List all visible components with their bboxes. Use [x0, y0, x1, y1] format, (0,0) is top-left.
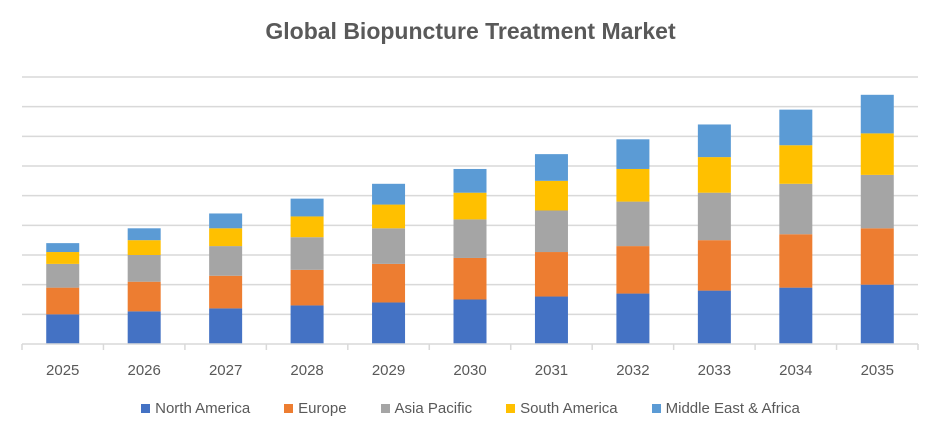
bar-2035-north-america	[860, 284, 894, 344]
bar-2032-north-america	[616, 293, 650, 344]
bar-2028-south-america	[290, 216, 324, 238]
bar-2025-middle-east-africa	[46, 243, 80, 253]
bar-2030-middle-east-africa	[453, 168, 487, 193]
x-tick-label: 2032	[616, 362, 649, 379]
legend-label: Europe	[298, 400, 347, 417]
bar-2030-north-america	[453, 299, 487, 344]
bar-2027-middle-east-africa	[209, 213, 243, 229]
legend-item: South America	[506, 400, 618, 417]
x-tick-label: 2031	[535, 362, 568, 379]
legend-label: North America	[155, 400, 251, 417]
bar-2035-middle-east-africa	[860, 94, 894, 134]
bar-2025-north-america	[46, 314, 80, 344]
bar-2034-north-america	[779, 287, 813, 344]
legend-swatch	[506, 404, 516, 413]
bar-2029-south-america	[372, 204, 406, 229]
bar-2027-europe	[209, 275, 243, 309]
bar-2033-south-america	[697, 157, 731, 193]
legend-swatch	[380, 404, 390, 413]
bar-2026-south-america	[127, 240, 161, 255]
bar-2028-europe	[290, 269, 324, 306]
bar-2034-asia-pacific	[779, 183, 813, 235]
x-tick-label: 2035	[861, 362, 894, 379]
x-tick-label: 2026	[127, 362, 160, 379]
bar-2033-middle-east-africa	[697, 124, 731, 158]
bar-2035-europe	[860, 228, 894, 285]
bar-2034-south-america	[779, 145, 813, 184]
legend-item: Middle East & Africa	[651, 400, 800, 417]
bar-2034-europe	[779, 234, 813, 288]
bar-2029-asia-pacific	[372, 228, 406, 264]
bar-2033-asia-pacific	[697, 192, 731, 241]
chart-title: Global Biopuncture Treatment Market	[265, 18, 676, 44]
bar-2035-asia-pacific	[860, 174, 894, 229]
x-tick-label: 2034	[779, 362, 812, 379]
bar-2031-north-america	[534, 296, 568, 344]
legend-swatch	[651, 404, 661, 413]
legend-label: Middle East & Africa	[665, 400, 800, 417]
bar-2032-asia-pacific	[616, 201, 650, 247]
bar-2030-south-america	[453, 192, 487, 220]
legend-item: Europe	[284, 400, 347, 417]
bar-2029-europe	[372, 263, 406, 303]
bar-2028-middle-east-africa	[290, 198, 324, 217]
bar-2026-europe	[127, 281, 161, 312]
legend-item: Asia Pacific	[380, 400, 473, 417]
bar-2031-europe	[534, 252, 568, 297]
bar-2031-middle-east-africa	[534, 154, 568, 181]
legend: North America Europe Asia Pacific South Ame…	[0, 400, 941, 417]
x-tick-label: 2028	[290, 362, 323, 379]
x-tick-label: 2025	[46, 362, 79, 379]
bar-2031-asia-pacific	[534, 210, 568, 253]
legend-label: South America	[520, 400, 618, 417]
bar-2027-south-america	[209, 228, 243, 247]
bar-2027-north-america	[209, 308, 243, 344]
bar-2025-south-america	[46, 252, 80, 264]
bar-2027-asia-pacific	[209, 246, 243, 276]
bar-2028-north-america	[290, 305, 324, 344]
bar-2030-asia-pacific	[453, 219, 487, 258]
bar-2032-south-america	[616, 168, 650, 202]
legend-swatch	[284, 404, 294, 413]
bar-2030-europe	[453, 257, 487, 300]
bar-2032-middle-east-africa	[616, 139, 650, 169]
bar-2029-middle-east-africa	[372, 183, 406, 205]
bar-2034-middle-east-africa	[779, 109, 813, 146]
legend-item: North America	[141, 400, 250, 417]
x-tick-label: 2033	[698, 362, 731, 379]
bar-2035-south-america	[860, 133, 894, 175]
x-tick-label: 2029	[372, 362, 405, 379]
bar-2029-north-america	[372, 302, 406, 344]
bar-2028-asia-pacific	[290, 237, 324, 270]
bar-2026-asia-pacific	[127, 255, 161, 282]
legend-label: Asia Pacific	[394, 400, 473, 417]
bar-2025-europe	[46, 287, 80, 315]
x-tick-label: 2027	[209, 362, 242, 379]
bar-2033-europe	[697, 240, 731, 291]
x-tick-label: 2030	[453, 362, 486, 379]
bar-2031-south-america	[534, 180, 568, 211]
legend-swatch	[141, 404, 151, 413]
bar-2033-north-america	[697, 290, 731, 344]
bar-2026-north-america	[127, 311, 161, 344]
bar-2025-asia-pacific	[46, 263, 80, 288]
bar-2032-europe	[616, 246, 650, 294]
bar-2026-middle-east-africa	[127, 228, 161, 241]
